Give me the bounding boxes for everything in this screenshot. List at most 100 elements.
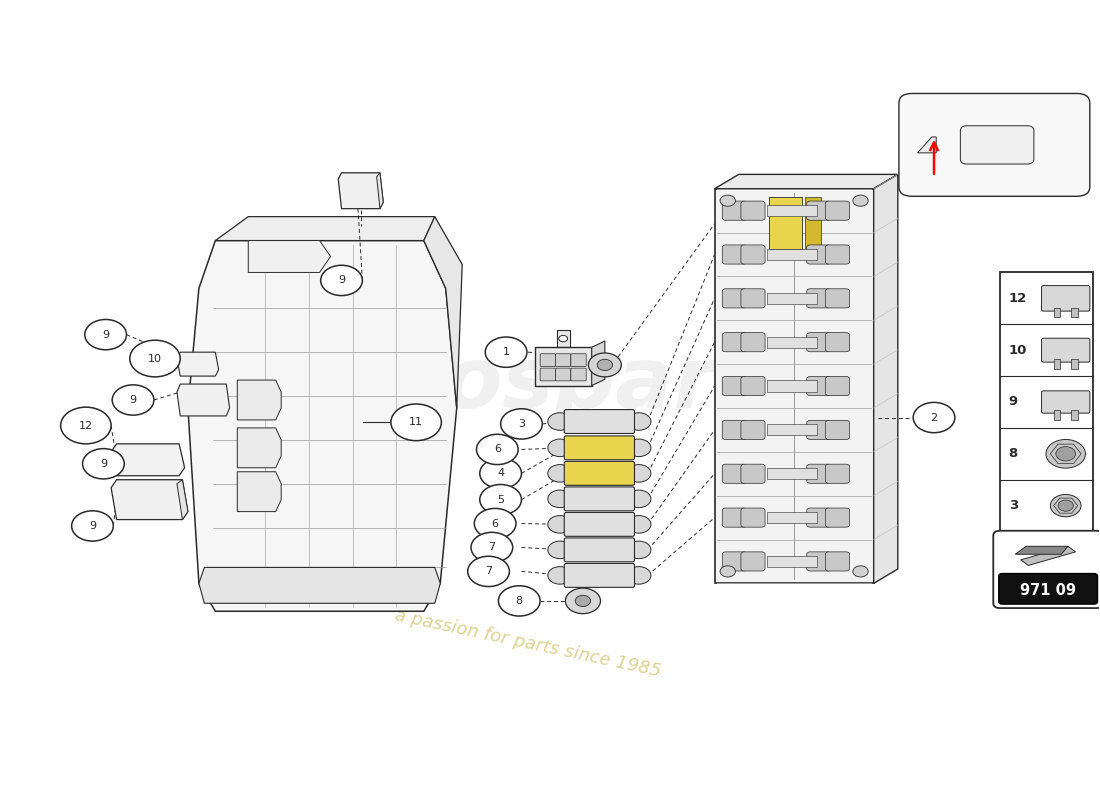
Circle shape	[627, 541, 651, 558]
Text: 9: 9	[89, 521, 96, 531]
Bar	[768, 293, 816, 304]
FancyBboxPatch shape	[723, 508, 747, 527]
Polygon shape	[188, 241, 456, 611]
Polygon shape	[376, 173, 383, 209]
Polygon shape	[424, 217, 462, 408]
Circle shape	[720, 195, 736, 206]
FancyBboxPatch shape	[564, 410, 635, 434]
FancyBboxPatch shape	[806, 464, 830, 483]
FancyBboxPatch shape	[825, 289, 849, 308]
Bar	[768, 424, 816, 435]
FancyBboxPatch shape	[564, 538, 635, 562]
Polygon shape	[557, 330, 570, 347]
FancyBboxPatch shape	[564, 513, 635, 536]
FancyBboxPatch shape	[723, 377, 747, 396]
Text: 3: 3	[518, 419, 525, 429]
Circle shape	[852, 566, 868, 577]
FancyBboxPatch shape	[556, 368, 571, 381]
FancyBboxPatch shape	[564, 563, 635, 587]
Text: 4: 4	[497, 468, 504, 478]
Text: 12: 12	[79, 421, 92, 430]
FancyBboxPatch shape	[571, 354, 586, 366]
Text: 971 09: 971 09	[1020, 583, 1076, 598]
Polygon shape	[238, 428, 282, 468]
Bar	[768, 337, 816, 348]
Text: 11: 11	[409, 418, 424, 427]
Text: 9: 9	[102, 330, 109, 340]
Polygon shape	[715, 174, 898, 189]
Polygon shape	[111, 480, 188, 519]
Circle shape	[588, 353, 621, 377]
FancyBboxPatch shape	[825, 377, 849, 396]
Circle shape	[1056, 446, 1076, 461]
Circle shape	[627, 465, 651, 482]
Polygon shape	[592, 341, 605, 386]
Text: 9: 9	[1009, 395, 1018, 409]
Circle shape	[852, 195, 868, 206]
FancyBboxPatch shape	[825, 508, 849, 527]
FancyBboxPatch shape	[723, 333, 747, 352]
Circle shape	[498, 586, 540, 616]
FancyBboxPatch shape	[993, 530, 1100, 608]
FancyBboxPatch shape	[741, 201, 766, 220]
FancyBboxPatch shape	[564, 436, 635, 460]
Text: 8: 8	[1009, 447, 1018, 460]
Polygon shape	[199, 567, 440, 603]
Bar	[1071, 410, 1078, 419]
Circle shape	[476, 434, 518, 465]
Text: 1: 1	[503, 347, 509, 357]
FancyBboxPatch shape	[564, 462, 635, 486]
Text: a passion for parts since 1985: a passion for parts since 1985	[393, 606, 663, 680]
FancyBboxPatch shape	[806, 289, 830, 308]
Circle shape	[565, 588, 601, 614]
FancyBboxPatch shape	[825, 464, 849, 483]
FancyBboxPatch shape	[556, 354, 571, 366]
FancyBboxPatch shape	[741, 245, 766, 264]
FancyBboxPatch shape	[741, 333, 766, 352]
Circle shape	[627, 490, 651, 508]
Polygon shape	[238, 472, 282, 512]
Polygon shape	[177, 352, 219, 376]
Text: eurosparcs: eurosparcs	[282, 342, 818, 426]
FancyBboxPatch shape	[741, 420, 766, 439]
FancyBboxPatch shape	[741, 508, 766, 527]
Circle shape	[112, 385, 154, 415]
Circle shape	[1058, 500, 1074, 511]
Circle shape	[474, 509, 516, 538]
FancyBboxPatch shape	[825, 245, 849, 264]
FancyBboxPatch shape	[571, 368, 586, 381]
Text: 9: 9	[100, 458, 107, 469]
FancyBboxPatch shape	[564, 487, 635, 511]
Polygon shape	[111, 444, 185, 476]
Circle shape	[480, 458, 521, 489]
Circle shape	[390, 404, 441, 441]
Text: 3: 3	[1009, 499, 1018, 512]
Text: 6: 6	[494, 445, 501, 454]
Circle shape	[720, 566, 736, 577]
FancyBboxPatch shape	[723, 464, 747, 483]
Text: 8: 8	[516, 596, 522, 606]
Circle shape	[548, 541, 572, 558]
FancyBboxPatch shape	[806, 552, 830, 571]
Bar	[1000, 273, 1093, 531]
Bar	[768, 205, 816, 216]
FancyBboxPatch shape	[806, 201, 830, 220]
Text: 5: 5	[497, 494, 504, 505]
FancyBboxPatch shape	[825, 333, 849, 352]
FancyBboxPatch shape	[741, 464, 766, 483]
Text: 9: 9	[130, 395, 136, 405]
Text: 12: 12	[1009, 292, 1027, 305]
Bar	[768, 556, 816, 567]
Circle shape	[627, 413, 651, 430]
Text: 7: 7	[485, 566, 492, 577]
FancyBboxPatch shape	[806, 245, 830, 264]
Text: 9: 9	[338, 275, 345, 286]
Bar	[804, 197, 821, 249]
Polygon shape	[177, 480, 188, 519]
FancyBboxPatch shape	[741, 289, 766, 308]
Polygon shape	[1015, 546, 1068, 554]
FancyBboxPatch shape	[960, 126, 1034, 164]
Bar	[768, 381, 816, 392]
Circle shape	[548, 439, 572, 457]
Circle shape	[548, 490, 572, 508]
